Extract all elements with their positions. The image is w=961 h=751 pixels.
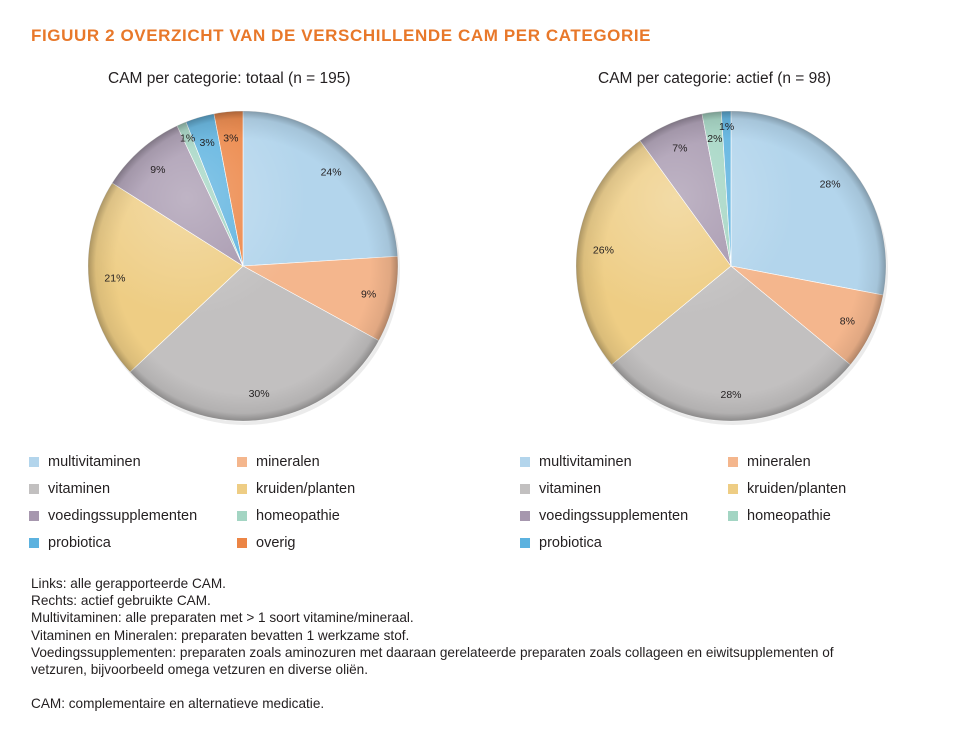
legend-item-multivitaminen: multivitaminen: [29, 454, 141, 470]
slice-label-overig: 3%: [223, 132, 238, 144]
legend-swatch: [728, 511, 738, 521]
legend-item-homeopathie: homeopathie: [237, 508, 340, 524]
legend-swatch: [237, 484, 247, 494]
legend-item-probiotica: probiotica: [29, 535, 111, 551]
slice-label-mineralen: 8%: [840, 315, 855, 327]
note-line: vetzuren, bijvoorbeeld omega vetzuren en…: [31, 662, 369, 678]
legend-item-probiotica: probiotica: [520, 535, 602, 551]
slice-label-multivitaminen: 28%: [820, 179, 841, 191]
slice-label-kruiden-planten: 26%: [593, 244, 614, 256]
note-line: Multivitaminen: alle preparaten met > 1 …: [31, 610, 414, 626]
pie-edge-shading: [576, 111, 886, 421]
legend-label: voedingssupplementen: [539, 508, 689, 524]
slice-label-vitaminen: 30%: [249, 388, 270, 400]
legend-item-vitaminen: vitaminen: [520, 481, 601, 497]
note-line: Links: alle gerapporteerde CAM.: [31, 576, 226, 591]
legend-item-voedingssupplementen: voedingssupplementen: [520, 508, 688, 524]
note-line: Voedingssupplementen: preparaten zoals a…: [31, 644, 834, 660]
legend-item-kruiden-planten: kruiden/planten: [728, 481, 846, 497]
slice-label-probiotica: 3%: [200, 137, 215, 149]
figure-title: FIGUUR 2 OVERZICHT VAN DE VERSCHILLENDE …: [31, 26, 652, 45]
legend-swatch: [29, 511, 39, 521]
slice-label-probiotica: 1%: [719, 121, 734, 133]
legend-label: probiotica: [48, 535, 111, 551]
slice-label-voedingssupplementen: 7%: [672, 142, 687, 154]
legend-item-multivitaminen: multivitaminen: [520, 454, 632, 470]
chart-title-actief: CAM per categorie: actief (n = 98): [598, 70, 832, 87]
slice-label-vitaminen: 28%: [720, 389, 741, 401]
legend-label: multivitaminen: [48, 454, 141, 470]
pie-chart-totaal: 24% 9% 30% 21% 9% 1% 3% 3%: [87, 110, 400, 425]
legend-swatch: [29, 538, 39, 548]
legend-label: overig: [256, 535, 296, 551]
legend-swatch: [237, 511, 247, 521]
note-line: Rechts: actief gebruikte CAM.: [31, 593, 211, 609]
legend-item-mineralen: mineralen: [728, 454, 811, 470]
legend-label: homeopathie: [256, 508, 340, 524]
pie-chart-actief: 28% 8% 28% 26% 7% 2%1%: [575, 110, 888, 425]
legend-item-voedingssupplementen: voedingssupplementen: [29, 508, 197, 524]
legend-swatch: [520, 457, 530, 467]
legend-swatch: [29, 484, 39, 494]
legend-label: kruiden/planten: [747, 481, 847, 497]
legend-swatch: [29, 457, 39, 467]
legend-label: kruiden/planten: [256, 481, 356, 497]
note-line: Vitaminen en Mineralen: preparaten bevat…: [31, 627, 410, 643]
slice-label-mineralen: 9%: [361, 289, 376, 301]
legend-label: mineralen: [256, 454, 320, 470]
chart-title-totaal: CAM per categorie: totaal (n = 195): [108, 70, 351, 87]
pie-edge-shading: [88, 111, 398, 421]
legend-label: vitaminen: [48, 481, 111, 497]
legend-label: vitaminen: [539, 481, 602, 497]
legend-item-homeopathie: homeopathie: [728, 508, 831, 524]
legend-swatch: [237, 538, 247, 548]
legend-swatch: [520, 484, 530, 494]
legend-item-overig: overig: [237, 535, 296, 551]
legend-item-vitaminen: vitaminen: [29, 481, 110, 497]
legend-label: multivitaminen: [539, 454, 632, 470]
note-line: CAM: complementaire en alternatieve medi…: [31, 696, 325, 712]
legend-item-mineralen: mineralen: [237, 454, 320, 470]
note-line: [31, 678, 931, 695]
legend-swatch: [728, 484, 738, 494]
legend-label: mineralen: [747, 454, 811, 470]
legend-label: probiotica: [539, 535, 602, 551]
figure-notes: Links: alle gerapporteerde CAM. Rechts: …: [31, 575, 931, 713]
slice-label-multivitaminen: 24%: [321, 167, 342, 179]
legend-swatch: [237, 457, 247, 467]
slice-label-voedingssupplementen: 9%: [150, 164, 165, 176]
legend-label: homeopathie: [747, 508, 831, 524]
legend-swatch: [520, 538, 530, 548]
slice-label-kruiden-planten: 21%: [104, 273, 125, 285]
legend-swatch: [520, 511, 530, 521]
legend-item-kruiden-planten: kruiden/planten: [237, 481, 355, 497]
slice-label-homeopathie: 2%: [707, 133, 722, 145]
legend-label: voedingssupplementen: [48, 508, 198, 524]
legend-swatch: [728, 457, 738, 467]
slice-label-homeopathie: 1%: [180, 133, 195, 145]
